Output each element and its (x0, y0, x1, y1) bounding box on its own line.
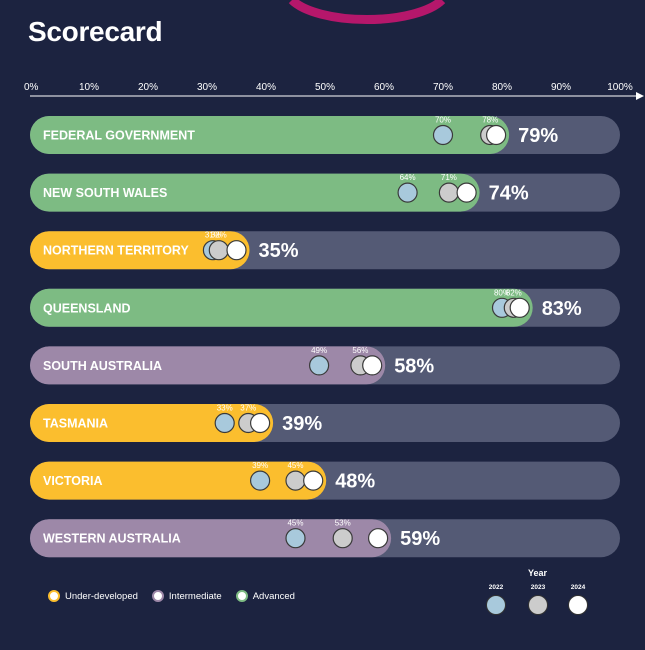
legend-dot-intermediate (151, 590, 164, 602)
bar-fill (30, 519, 392, 558)
legend-dot-advanced (235, 590, 248, 602)
x-tick-label: 60% (374, 82, 394, 93)
x-tick-label: 30% (197, 82, 217, 93)
legend-label-intermediate: Intermediate (168, 590, 222, 602)
value-label: 83% (542, 298, 582, 320)
marker-2024 (226, 240, 247, 261)
value-label: 74% (489, 183, 529, 205)
marker-2022 (285, 528, 306, 549)
x-tick-label: 40% (256, 82, 276, 93)
marker-2023 (438, 182, 459, 203)
marker-2022 (250, 470, 271, 491)
marker-2024 (362, 355, 383, 376)
year-legend-2023: 2023 (523, 584, 553, 615)
page-title: Scorecard (28, 16, 163, 47)
year-legend: Year 2022 2023 2024 (480, 566, 600, 626)
value-label: 79% (518, 125, 558, 147)
marker-2024 (250, 412, 271, 434)
x-tick-label: 20% (138, 82, 158, 93)
x-tick-label: 90% (551, 82, 571, 93)
bar-fill (30, 288, 533, 327)
year-legend-2024: 2024 (563, 584, 593, 615)
marker-label-2023: 37% (240, 404, 256, 413)
bar-fill (30, 173, 480, 212)
value-label: 39% (282, 413, 322, 435)
marker-2023 (208, 240, 229, 261)
legend-label-under-developed: Under-developed (65, 590, 138, 602)
year-legend-circle-2024 (568, 595, 588, 615)
row-label: FEDERAL GOVERNMENT (43, 129, 195, 143)
marker-2022 (214, 412, 235, 434)
category-legend: Under-developed Intermediate Advanced (48, 590, 295, 602)
marker-label-2023: 53% (335, 519, 351, 528)
year-legend-circle-2023 (528, 595, 548, 615)
row-label: TASMANIA (43, 417, 108, 431)
row-label: NORTHERN TERRITORY (43, 244, 190, 258)
marker-2023 (332, 528, 353, 549)
legend-under-developed: Under-developed (48, 590, 138, 602)
row-label: NEW SOUTH WALES (43, 186, 167, 200)
marker-2024 (509, 297, 530, 318)
marker-2022 (397, 182, 418, 203)
marker-2023 (285, 470, 306, 491)
marker-2022 (309, 355, 330, 376)
value-label: 58% (394, 355, 434, 377)
marker-label-2022: 39% (252, 461, 268, 470)
marker-label-2022: 45% (287, 519, 303, 528)
marker-2024 (303, 470, 324, 491)
year-legend-label-2024: 2024 (570, 584, 586, 591)
x-tick-label: 80% (492, 82, 512, 93)
marker-label-2022: 64% (400, 173, 416, 182)
marker-label-2022: 31% (205, 231, 221, 240)
value-label: 48% (335, 471, 375, 493)
marker-2024 (368, 528, 389, 549)
marker-label-2023: 78% (482, 116, 498, 125)
x-tick-label: 50% (315, 82, 335, 93)
year-legend-circle-2022 (486, 595, 506, 615)
bar-fill (30, 404, 274, 442)
marker-label-2023: 32% (211, 231, 227, 240)
row-label: WESTERN AUSTRALIA (43, 532, 181, 546)
legend-dot-under-developed (48, 590, 60, 602)
bar-fill (30, 116, 510, 154)
marker-label-2023: 45% (287, 461, 303, 470)
year-legend-2022: 2022 (481, 584, 511, 615)
marker-label-2022: 80% (494, 288, 510, 297)
x-tick-label: 10% (79, 82, 99, 93)
row-label: VICTORIA (43, 474, 103, 488)
bar-fill (30, 461, 327, 500)
marker-label-2022: 33% (217, 404, 233, 413)
year-legend-label-2023: 2023 (530, 584, 546, 591)
marker-2024 (486, 124, 507, 146)
legend-intermediate: Intermediate (151, 590, 222, 602)
x-tick-label: 70% (433, 82, 453, 93)
x-axis-arrow (636, 92, 644, 100)
scorecard-chart: 0% 10% 20% 30% 40% 50% 60% 70% 80% 90% 100% FEDERAL… (24, 0, 644, 558)
year-legend-title: Year (527, 568, 548, 578)
value-label: 35% (259, 240, 299, 262)
marker-label-2022: 49% (311, 346, 327, 355)
bar-fill (30, 346, 386, 385)
value-label: 59% (400, 528, 440, 550)
row-label: SOUTH AUSTRALIA (43, 359, 162, 373)
legend-advanced: Advanced (235, 590, 295, 602)
bar-fill (30, 231, 250, 270)
row-label: QUEENSLAND (43, 301, 131, 315)
legend-label-advanced: Advanced (252, 590, 295, 602)
marker-2022 (432, 124, 454, 146)
marker-label-2022: 70% (435, 116, 451, 125)
marker-label-2023: 71% (441, 173, 457, 182)
marker-label-2023: 56% (352, 346, 368, 355)
year-legend-label-2022: 2022 (488, 584, 504, 591)
marker-2024 (456, 182, 477, 203)
marker-label-2023: 82% (506, 288, 522, 297)
x-tick-label: 0% (24, 82, 39, 93)
decor-ring (288, 0, 446, 25)
x-tick-label: 100% (607, 82, 633, 93)
